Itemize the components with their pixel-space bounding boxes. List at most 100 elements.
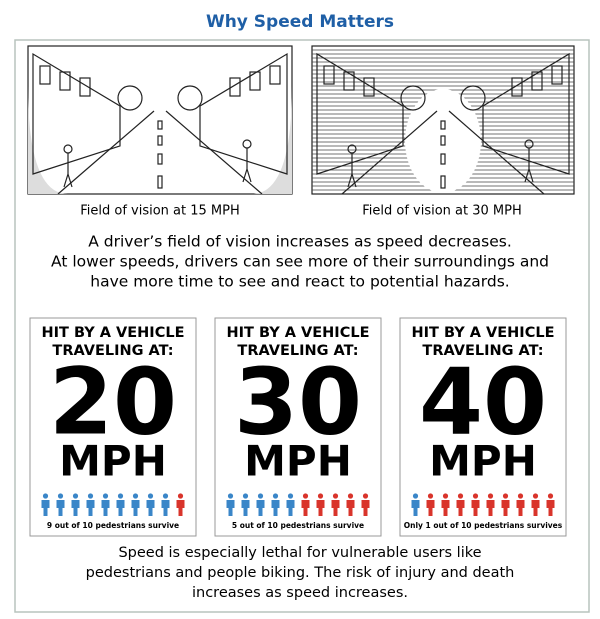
panel-heading: HIT BY A VEHICLE: [42, 325, 185, 341]
survival-caption: Only 1 out of 10 pedestrians survives: [404, 521, 563, 530]
pedestrian-icon: [332, 493, 339, 499]
lane-mark: [157, 175, 163, 189]
window: [551, 65, 563, 85]
title: Why Speed Matters: [206, 12, 394, 32]
window: [323, 65, 335, 85]
tree: [400, 85, 426, 111]
clear-view: [405, 89, 481, 193]
window: [39, 65, 51, 85]
panel-frame: [214, 317, 382, 537]
speed: 20: [49, 348, 177, 455]
pedestrian-icon: [147, 493, 154, 499]
window: [249, 71, 261, 91]
pedestrian-icon: [56, 500, 65, 516]
speed: 30: [234, 348, 362, 455]
survival-caption: 9 out of 10 pedestrians survive: [47, 521, 179, 530]
window: [79, 77, 91, 97]
pedestrian-icon: [42, 493, 49, 499]
pedestrian-icon: [241, 500, 250, 516]
pedestrian-icon: [287, 493, 294, 499]
road-edge: [341, 110, 438, 195]
paragraph: A driver’s field of vision increases as …: [88, 233, 512, 251]
panel-frame: [399, 317, 567, 537]
pedestrian-icon: [271, 500, 280, 516]
pedestrian-icon: [86, 500, 95, 516]
pedestrian-icon: [346, 500, 355, 516]
pedestrian-icon: [531, 500, 540, 516]
illustration-30mph: [311, 45, 575, 195]
building: [316, 52, 404, 175]
panel-heading: HIT BY A VEHICLE: [227, 325, 370, 341]
tree: [460, 85, 486, 111]
road-edge: [165, 110, 263, 195]
window: [229, 77, 241, 97]
pedestrian-icon: [442, 493, 449, 499]
pedestrian-icon: [502, 493, 509, 499]
pedestrian-icon: [87, 493, 94, 499]
window: [269, 65, 281, 85]
paragraph: Speed is especially lethal for vulnerabl…: [118, 545, 481, 561]
lane-mark: [157, 153, 163, 165]
road-edge: [57, 110, 155, 195]
pedestrian-icon: [331, 500, 340, 516]
window: [363, 77, 375, 97]
panel-frame: [29, 317, 197, 537]
pedestrian-icon: [176, 500, 185, 516]
lane-mark: [440, 153, 446, 165]
paragraph: At lower speeds, drivers can see more of…: [51, 253, 549, 271]
pedestrian-icon: [302, 493, 309, 499]
pedestrian-icon: [532, 493, 539, 499]
pedestrian-icon: [242, 493, 249, 499]
paragraph: increases as speed increases.: [192, 585, 408, 601]
pedestrian-icon: [412, 493, 419, 499]
pedestrian-icon: [177, 493, 184, 499]
unit: MPH: [244, 437, 352, 486]
caption: Field of vision at 30 MPH: [362, 204, 522, 219]
pedestrian-icon: [272, 493, 279, 499]
pedestrian-icon: [41, 500, 50, 516]
pedestrian-icon: [471, 500, 480, 516]
pedestrian-icon: [301, 500, 310, 516]
road-edge: [448, 110, 545, 195]
pedestrian-icon: [456, 500, 465, 516]
pedestrian-icon: [317, 493, 324, 499]
pedestrian-icon: [457, 493, 464, 499]
pedestrian-icon: [487, 493, 494, 499]
lane-mark: [440, 135, 446, 146]
pedestrian-icon: [146, 500, 155, 516]
pedestrian-icon: [427, 493, 434, 499]
speed: 40: [419, 348, 547, 455]
pedestrian-icon: [132, 493, 139, 499]
lane-mark: [157, 120, 163, 130]
pedestrian-icon: [362, 493, 369, 499]
person: [63, 144, 73, 154]
window: [531, 71, 543, 91]
person: [63, 153, 73, 188]
pedestrian-icon: [101, 500, 110, 516]
unit: MPH: [429, 437, 537, 486]
person: [524, 148, 534, 183]
frame: [311, 45, 575, 195]
building: [32, 52, 121, 175]
pedestrian-icon: [102, 493, 109, 499]
window: [511, 77, 523, 97]
pedestrian-icon: [227, 493, 234, 499]
panel-heading: TRAVELING AT:: [237, 343, 358, 359]
caption: Field of vision at 15 MPH: [80, 204, 240, 219]
pedestrian-icon: [162, 493, 169, 499]
pedestrian-icon: [441, 500, 450, 516]
panel-heading: TRAVELING AT:: [52, 343, 173, 359]
pedestrian-icon: [361, 500, 370, 516]
pedestrian-icon: [117, 493, 124, 499]
pedestrian-icon: [426, 500, 435, 516]
tree: [117, 85, 143, 111]
window: [343, 71, 355, 91]
pedestrian-icon: [546, 500, 555, 516]
unit: MPH: [59, 437, 167, 486]
pedestrian-icon: [131, 500, 140, 516]
pedestrian-icon: [71, 500, 80, 516]
building: [482, 52, 570, 175]
